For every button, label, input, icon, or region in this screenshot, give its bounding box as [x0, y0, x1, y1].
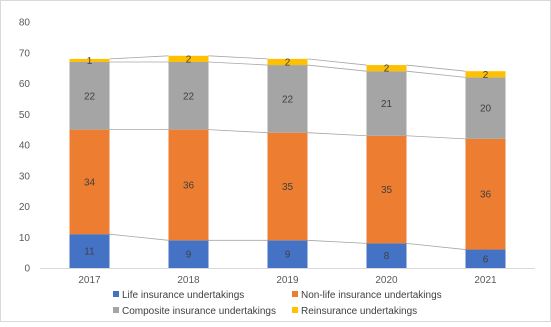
series-lines: [109, 55, 466, 250]
legend-swatch: [113, 291, 119, 297]
series-line: [109, 233, 169, 241]
bar-segment: [366, 71, 407, 136]
x-tick-label: 2021: [474, 275, 497, 286]
y-tick-label: 20: [19, 202, 31, 213]
legend-label: Life insurance undertakings: [122, 290, 244, 301]
series-line: [208, 61, 268, 66]
legend-swatch: [292, 291, 298, 297]
series-line: [406, 70, 466, 78]
legend: Life insurance undertakings Non-life insu…: [113, 290, 442, 317]
data-label: 11: [84, 247, 95, 258]
legend-label: Non-life insurance undertakings: [301, 290, 442, 301]
series-line: [307, 239, 367, 244]
bar-segment: [168, 129, 209, 241]
data-label: 36: [480, 190, 492, 201]
bar-segment: [465, 71, 506, 78]
data-label: 9: [285, 250, 291, 261]
y-tick-label: 40: [19, 141, 31, 152]
data-label: 8: [384, 251, 390, 262]
data-label: 2: [186, 54, 192, 65]
y-tick-label: 80: [19, 18, 31, 29]
bar-segment: [366, 65, 407, 72]
series-line: [208, 55, 268, 60]
series-line: [406, 135, 466, 140]
data-label: 34: [84, 177, 96, 188]
series-line: [406, 64, 466, 72]
y-tick-label: 60: [19, 79, 31, 90]
series-line: [307, 132, 367, 137]
bar-segment: [168, 55, 209, 62]
data-label: 22: [183, 91, 195, 102]
y-tick-label: 50: [19, 110, 31, 121]
bar-segment: [267, 58, 308, 66]
bar-segment: [267, 240, 308, 268]
bar-segment: [465, 249, 506, 268]
series-line: [406, 243, 466, 250]
data-label: 35: [282, 182, 294, 193]
bar-segment: [69, 234, 110, 268]
x-tick-label: 2018: [177, 275, 200, 286]
data-label: 35: [381, 185, 393, 196]
bar-segment: [69, 58, 110, 62]
y-tick-label: 0: [24, 264, 30, 275]
bar-segment: [168, 240, 209, 268]
data-label: 1: [87, 56, 93, 67]
series-line: [307, 64, 367, 72]
data-label: 22: [84, 91, 96, 102]
x-axis: 2017 2018 2019 2020 2021: [40, 268, 535, 286]
data-label: 9: [186, 250, 192, 261]
bar-segment: [465, 138, 506, 250]
bar-segment: [69, 61, 110, 130]
x-tick-label: 2019: [276, 275, 299, 286]
x-tick-label: 2017: [78, 275, 101, 286]
data-label: 2: [483, 70, 489, 81]
data-label: 20: [480, 104, 492, 115]
legend-swatch: [292, 307, 298, 313]
data-label: 36: [183, 180, 195, 191]
bar-segment: [465, 77, 506, 139]
bar-segment: [267, 132, 308, 241]
bar-segment: [168, 61, 209, 130]
y-tick-label: 70: [19, 48, 31, 59]
series-line: [109, 55, 169, 60]
series-line: [208, 129, 268, 134]
bar-segment: [69, 129, 110, 235]
bar-segment: [366, 135, 407, 244]
data-label: 2: [285, 57, 291, 68]
legend-swatch: [113, 307, 119, 313]
y-axis: 0 10 20 30 40 50 60 70 80: [19, 18, 31, 275]
data-label: 6: [483, 254, 489, 265]
legend-label: Reinsurance undertakings: [301, 306, 417, 317]
data-label: 2: [384, 64, 390, 75]
legend-label: Composite insurance undertakings: [122, 306, 276, 317]
y-tick-label: 10: [19, 233, 31, 244]
data-label: 21: [381, 99, 393, 110]
y-tick-label: 30: [19, 171, 31, 182]
data-label: 22: [282, 94, 294, 105]
bar-segment: [366, 243, 407, 268]
x-tick-label: 2020: [375, 275, 398, 286]
bar-segment: [267, 65, 308, 133]
series-line: [307, 58, 367, 66]
